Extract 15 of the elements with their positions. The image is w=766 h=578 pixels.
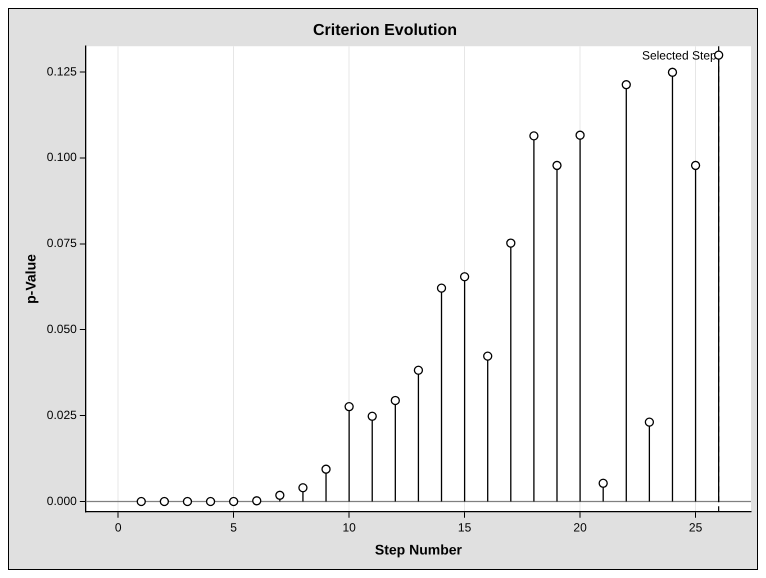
x-axis-title: Step Number — [374, 541, 463, 558]
y-tick-label: 0.000 — [46, 494, 78, 508]
y-tick-label: 0.100 — [46, 150, 78, 164]
x-tick-label: 0 — [114, 520, 122, 534]
x-tick-label: 5 — [230, 520, 238, 534]
x-tick-label: 15 — [458, 520, 472, 534]
x-tick-label: 20 — [573, 520, 588, 534]
y-tick-label: 0.075 — [46, 236, 78, 250]
y-tick-label: 0.025 — [46, 408, 78, 422]
chart-title: Criterion Evolution — [313, 22, 457, 40]
y-tick-label: 0.050 — [46, 322, 78, 336]
x-tick-label: 25 — [688, 520, 703, 534]
y-tick-label: 0.125 — [46, 64, 78, 78]
x-tick-label: 10 — [342, 520, 356, 534]
y-axis-title: p-Value — [22, 254, 38, 304]
